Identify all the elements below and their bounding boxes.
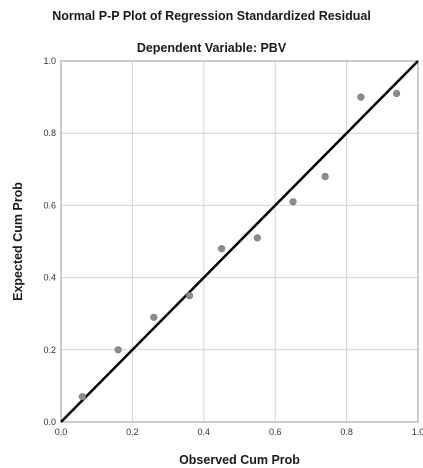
points-layer <box>78 89 401 401</box>
data-point <box>321 172 329 181</box>
reference-line <box>60 60 419 423</box>
data-point <box>357 93 365 101</box>
y-axis-label: Expected Cum Prob <box>11 182 25 301</box>
y-tick-label: 0.6 <box>43 200 56 210</box>
chart-title: Normal P-P Plot of Regression Standardiz… <box>52 9 371 23</box>
x-tick-label: 0.6 <box>269 427 282 437</box>
chart-subtitle: Dependent Variable: PBV <box>136 41 287 55</box>
x-tick-label: 0.4 <box>198 427 211 437</box>
data-point <box>185 292 194 300</box>
data-point <box>289 198 297 206</box>
x-tick-label: 0.2 <box>126 427 139 437</box>
data-point <box>218 245 226 253</box>
x-tick-label: 0.0 <box>55 427 68 437</box>
x-tick-label: 1.0 <box>412 427 423 437</box>
data-point <box>150 313 158 321</box>
x-tick-label: 0.8 <box>340 427 353 437</box>
y-tick-label: 0.0 <box>43 417 56 427</box>
y-tick-label: 0.8 <box>43 128 56 138</box>
plot-frame <box>60 60 419 423</box>
data-point <box>392 89 401 98</box>
data-point <box>114 346 122 354</box>
y-tick-label: 0.4 <box>43 273 56 283</box>
y-tick-labels: 0.0 0.2 0.4 0.6 0.8 1.0 <box>43 56 56 427</box>
y-tick-label: 0.2 <box>43 345 56 355</box>
y-tick-label: 1.0 <box>43 56 56 66</box>
data-point <box>78 393 87 401</box>
x-tick-labels: 0.0 0.2 0.4 0.6 0.8 1.0 <box>55 427 423 437</box>
x-axis-label: Observed Cum Prob <box>179 453 300 467</box>
data-point <box>253 234 261 242</box>
